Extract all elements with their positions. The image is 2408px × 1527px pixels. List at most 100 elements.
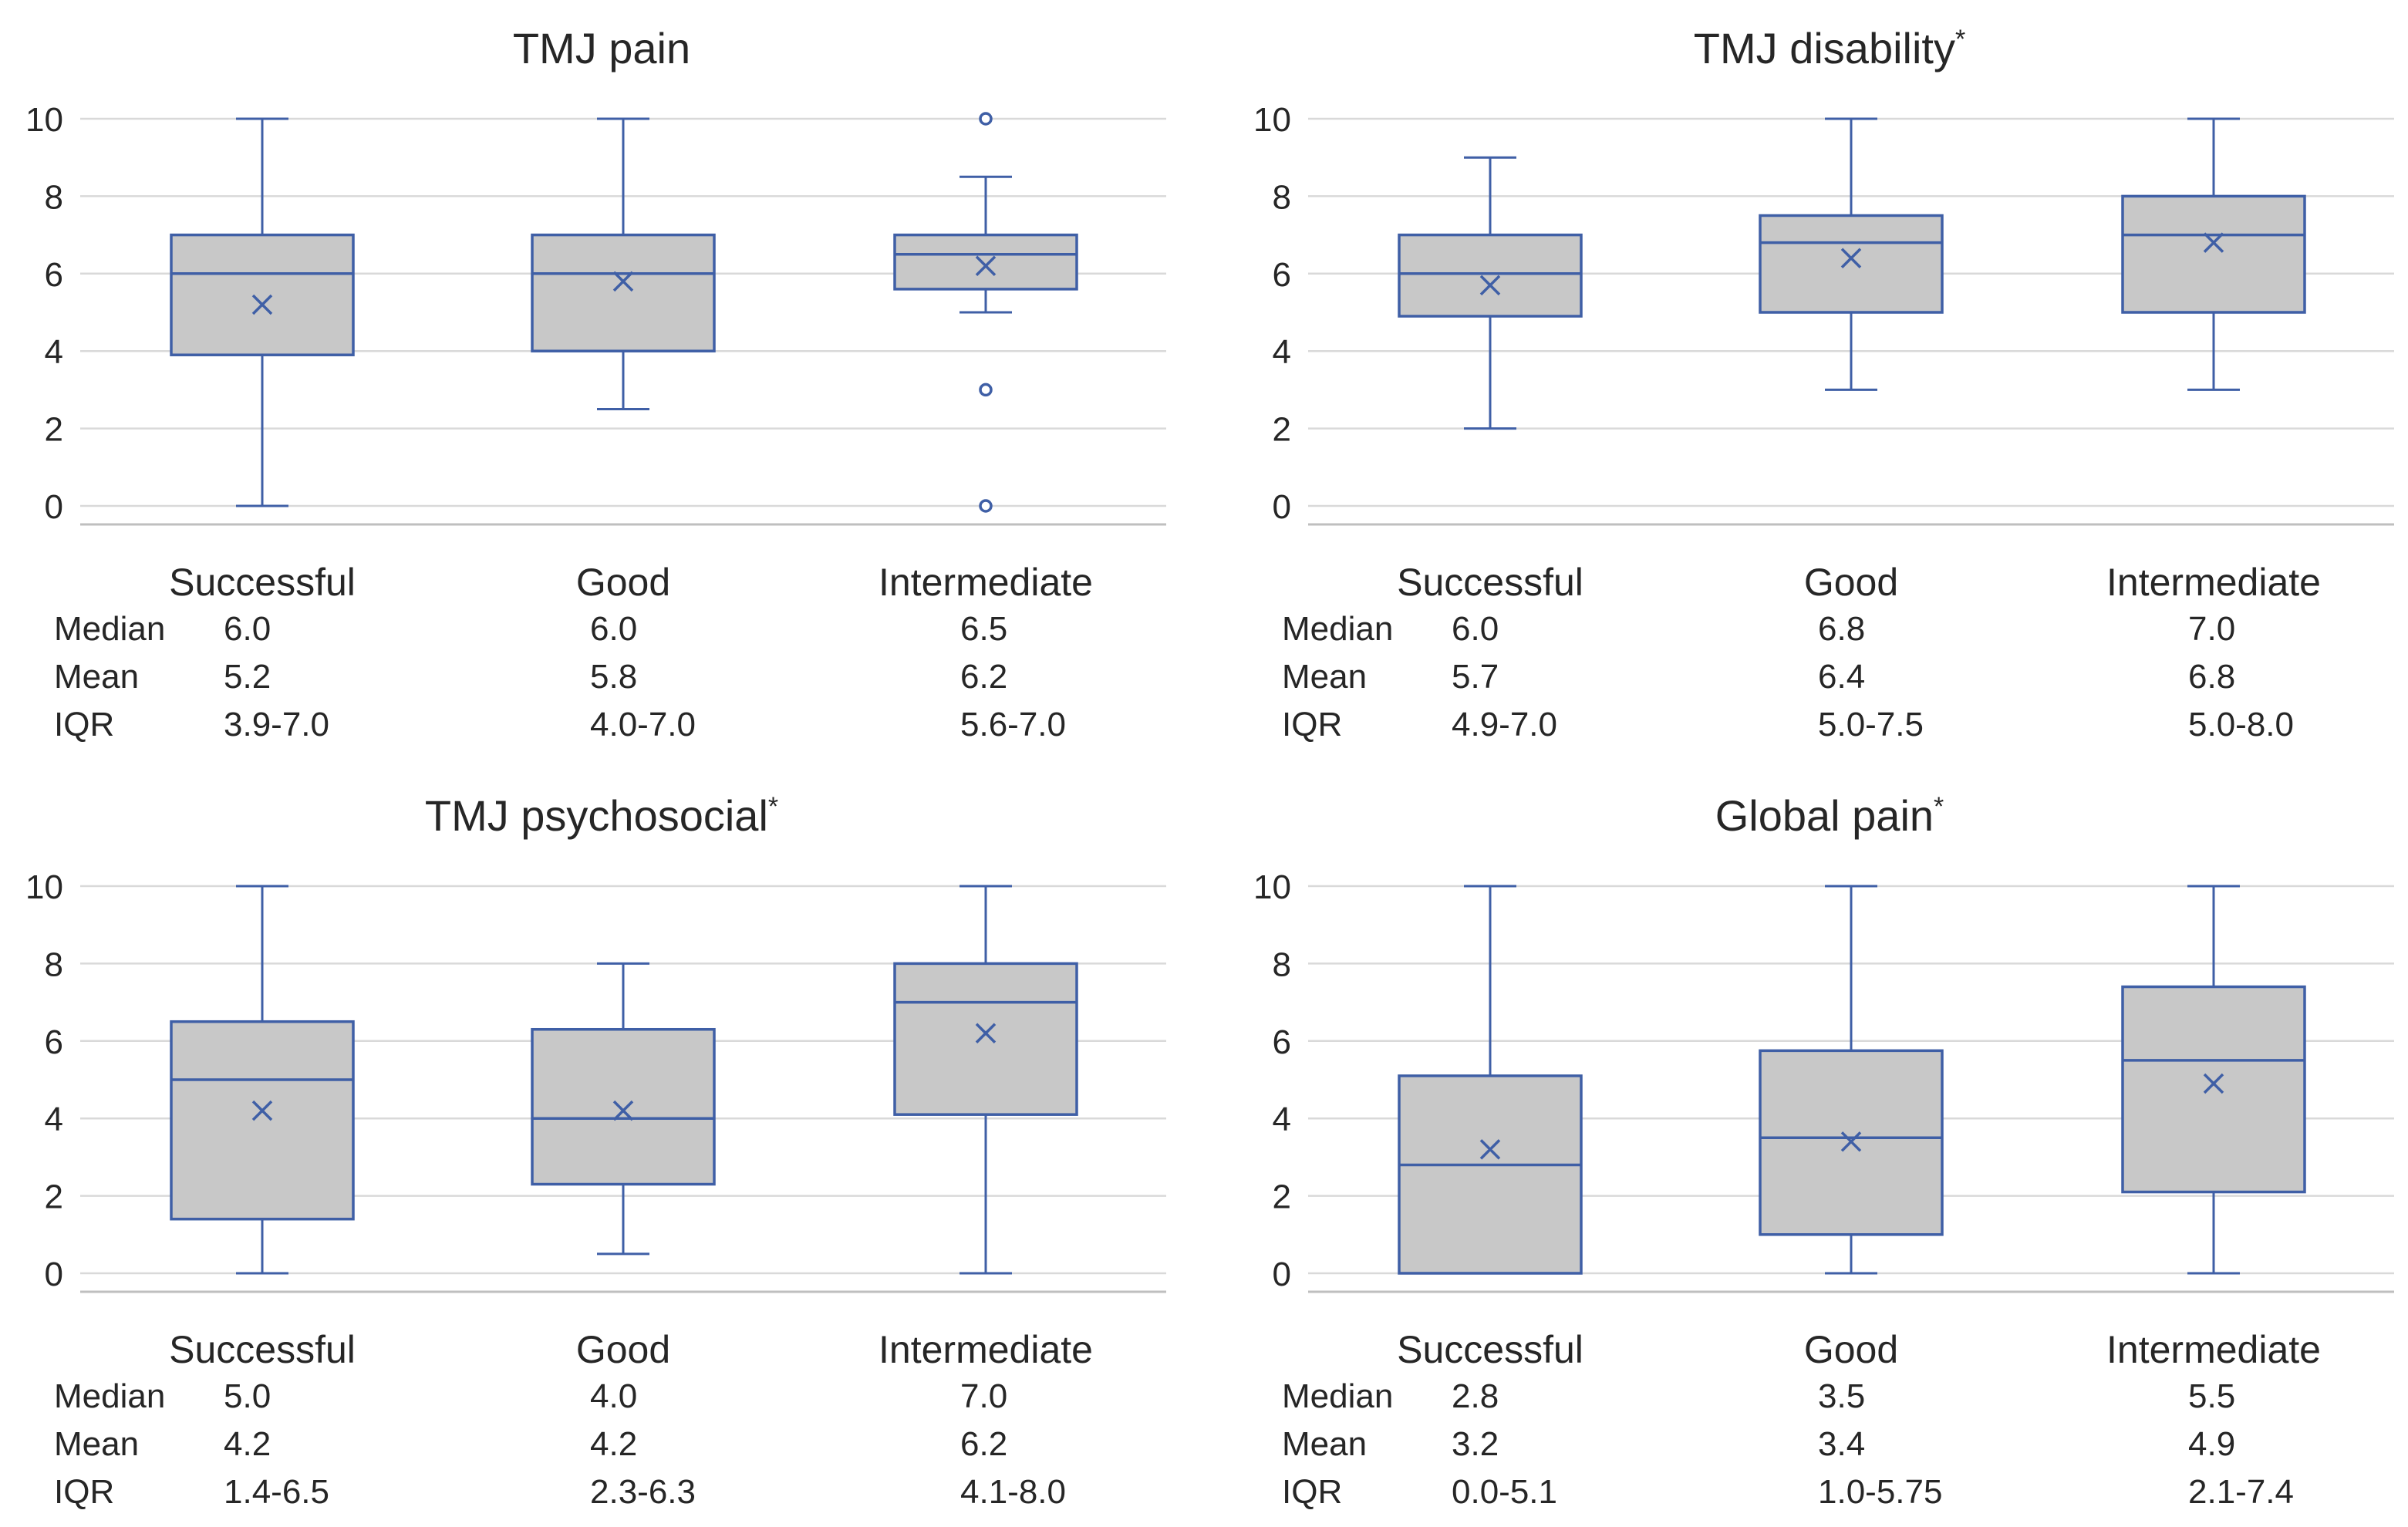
mean-marker: [975, 255, 997, 276]
iqr-box: [531, 233, 716, 352]
y-tick-label: 4: [45, 1101, 63, 1138]
box-good: [531, 117, 716, 410]
title-significance-marker: *: [768, 792, 778, 821]
stat-value: 6.8: [2188, 658, 2235, 696]
stat-row-label: IQR: [1282, 1473, 1342, 1511]
box-intermediate: [2121, 885, 2306, 1275]
stat-row-label: Mean: [1282, 658, 1367, 696]
stat-row-label: Median: [54, 610, 165, 648]
stat-value: 4.1-8.0: [960, 1473, 1066, 1511]
title-significance-marker: *: [1955, 25, 1965, 54]
iqr-box: [1398, 233, 1583, 318]
chart-title: TMJ pain: [513, 24, 690, 72]
iqr-box: [1398, 1074, 1583, 1275]
mean-marker: [2203, 1073, 2224, 1094]
y-tick-label: 2: [45, 411, 63, 449]
stat-row-label: Median: [54, 1377, 165, 1415]
stat-value: 4.2: [224, 1425, 271, 1463]
y-tick-label: 10: [1253, 101, 1291, 139]
y-tick-label: 0: [45, 1256, 63, 1293]
box-intermediate: [893, 885, 1078, 1275]
category-label: Intermediate: [879, 1328, 1093, 1371]
box-successful: [170, 885, 355, 1275]
iqr-box: [2121, 985, 2306, 1194]
stat-value: 6.0: [224, 610, 271, 648]
stat-value: 0.0-5.1: [1452, 1473, 1557, 1511]
stat-value: 3.9-7.0: [224, 706, 329, 743]
y-tick-label: 6: [1273, 256, 1291, 294]
stat-row-label: Median: [1282, 1377, 1393, 1415]
iqr-box: [531, 1027, 716, 1186]
stat-value: 5.6-7.0: [960, 706, 1066, 743]
stat-row-label: Mean: [1282, 1425, 1367, 1463]
chart-title: TMJ psychosocial*: [425, 791, 778, 840]
mean-marker: [1840, 1131, 1862, 1152]
stat-value: 5.0-7.5: [1818, 706, 1924, 743]
chart-panel-tmj-psychosocial: TMJ psychosocial* 0 2 4 6 8 10 Successful Good In…: [0, 767, 1188, 1527]
box-intermediate: [893, 112, 1078, 513]
chart-title: TMJ disability*: [1694, 24, 1965, 72]
stat-row-label: Mean: [54, 658, 139, 696]
stat-value: 6.2: [960, 1425, 1007, 1463]
stat-value: 6.0: [1452, 610, 1499, 648]
mean-marker: [612, 1100, 634, 1121]
stat-row-label: Mean: [54, 1425, 139, 1463]
stat-value: 2.1-7.4: [2188, 1473, 2294, 1511]
mean-marker: [251, 294, 273, 315]
chart-svg: Global pain* 0 2 4 6 8 10 Successful Good Interme…: [1253, 791, 2394, 1511]
stat-value: 6.5: [960, 610, 1007, 648]
y-tick-label: 2: [1273, 411, 1291, 449]
category-label: Successful: [169, 1328, 356, 1371]
mean-marker: [1479, 1139, 1501, 1160]
mean-marker: [1840, 248, 1862, 268]
stat-value: 7.0: [960, 1377, 1007, 1415]
iqr-box: [1759, 214, 1944, 314]
box-successful: [1398, 156, 1583, 430]
chart-svg: TMJ pain 0 2 4 6 8 10 Successful Good Intermediat…: [25, 24, 1166, 743]
chart-panel-global-pain: Global pain* 0 2 4 6 8 10 Successful Good Interme…: [1228, 767, 2408, 1527]
stat-value: 2.8: [1452, 1377, 1499, 1415]
stat-value: 4.9-7.0: [1452, 706, 1557, 743]
box-good: [1759, 117, 1944, 391]
category-label: Successful: [1397, 1328, 1583, 1371]
mean-marker: [612, 271, 634, 292]
stat-value: 6.4: [1818, 658, 1865, 696]
y-tick-label: 0: [45, 488, 63, 526]
category-label: Successful: [1397, 561, 1583, 604]
stat-value: 3.2: [1452, 1425, 1499, 1463]
y-tick-label: 8: [45, 946, 63, 983]
iqr-box: [893, 962, 1078, 1116]
stat-value: 4.2: [590, 1425, 637, 1463]
iqr-box: [170, 1020, 355, 1221]
iqr-box: [2121, 194, 2306, 314]
stat-row-label: IQR: [1282, 706, 1342, 743]
category-label: Good: [1804, 561, 1898, 604]
mean-marker: [2203, 232, 2224, 253]
stat-value: 5.7: [1452, 658, 1499, 696]
outlier-point: [979, 112, 993, 126]
title-significance-marker: *: [1934, 792, 1944, 821]
outlier-point: [979, 383, 993, 397]
category-label: Successful: [169, 561, 356, 604]
stat-value: 5.0-8.0: [2188, 706, 2294, 743]
stat-value: 3.4: [1818, 1425, 1865, 1463]
box-successful: [1398, 885, 1583, 1275]
stat-value: 5.8: [590, 658, 637, 696]
stat-row-label: IQR: [54, 1473, 114, 1511]
y-tick-label: 4: [45, 333, 63, 371]
stat-row-label: IQR: [54, 706, 114, 743]
stat-value: 5.5: [2188, 1377, 2235, 1415]
chart-title: Global pain*: [1715, 791, 1944, 840]
stat-value: 1.4-6.5: [224, 1473, 329, 1511]
y-tick-label: 6: [45, 256, 63, 294]
stat-value: 6.2: [960, 658, 1007, 696]
stat-value: 2.3-6.3: [590, 1473, 696, 1511]
chart-svg: TMJ disability* 0 2 4 6 8 10 Successful Good Inte…: [1253, 24, 2394, 743]
stat-value: 4.0-7.0: [590, 706, 696, 743]
category-label: Intermediate: [2106, 1328, 2321, 1371]
stat-value: 5.0: [224, 1377, 271, 1415]
y-tick-label: 2: [45, 1178, 63, 1216]
category-label: Good: [1804, 1328, 1898, 1371]
stat-value: 6.0: [590, 610, 637, 648]
y-tick-label: 4: [1273, 333, 1291, 371]
